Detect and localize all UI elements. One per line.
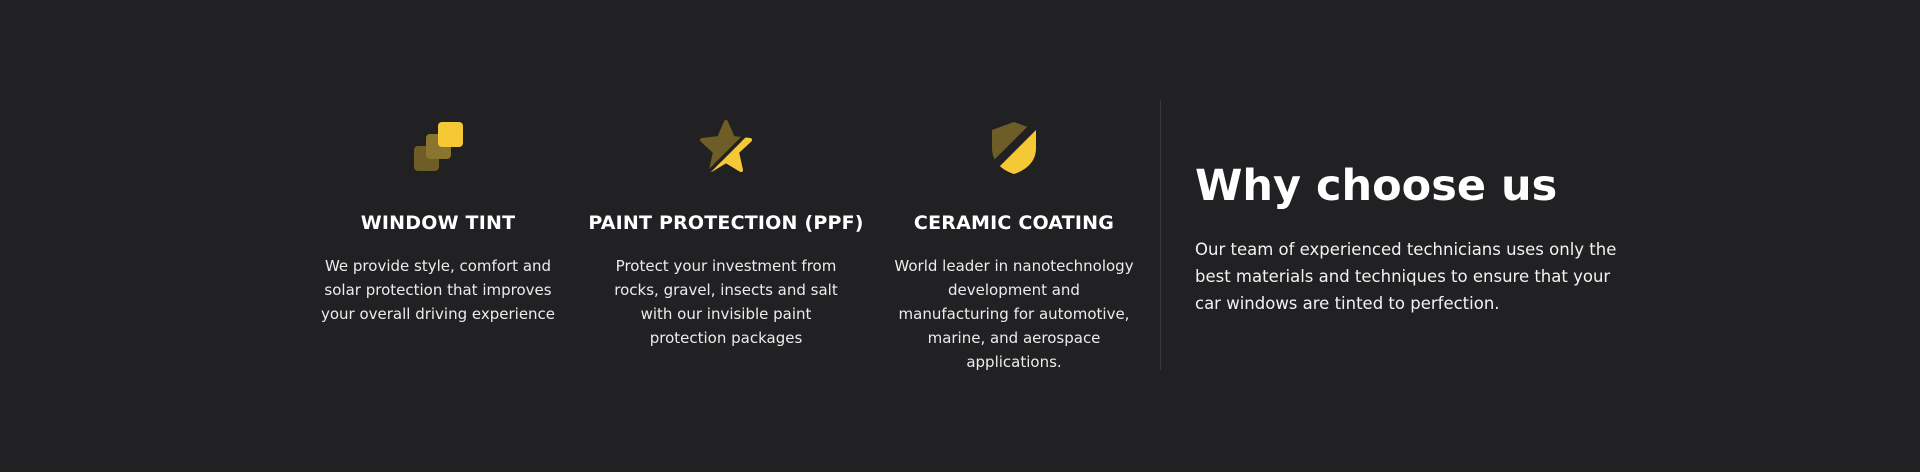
feature-ceramic-coating: CERAMIC COATING World leader in nanotech…: [870, 120, 1158, 380]
shield-icon: [992, 122, 1036, 174]
star-icon: [700, 120, 752, 172]
feature-window-tint: WINDOW TINT We provide style, comfort an…: [294, 120, 582, 380]
feature-paint-protection: PAINT PROTECTION (PPF) Protect your inve…: [582, 120, 870, 380]
layers-icon: [414, 122, 463, 171]
feature-title: CERAMIC COATING: [913, 212, 1115, 234]
why-choose-us-block: Why choose us Our team of experienced te…: [1195, 158, 1625, 317]
feature-title: PAINT PROTECTION (PPF): [588, 212, 864, 234]
section-heading: Why choose us: [1195, 161, 1558, 211]
section-description: Our team of experienced technicians uses…: [1195, 240, 1617, 313]
feature-description: Protect your investment from rocks, grav…: [614, 257, 838, 347]
feature-title: WINDOW TINT: [360, 212, 516, 234]
feature-description: We provide style, comfort and solar prot…: [320, 257, 556, 323]
features-row: WINDOW TINT We provide style, comfort an…: [294, 120, 1158, 380]
vertical-divider: [1160, 100, 1161, 370]
feature-description: World leader in nanotechnology developme…: [894, 257, 1134, 371]
